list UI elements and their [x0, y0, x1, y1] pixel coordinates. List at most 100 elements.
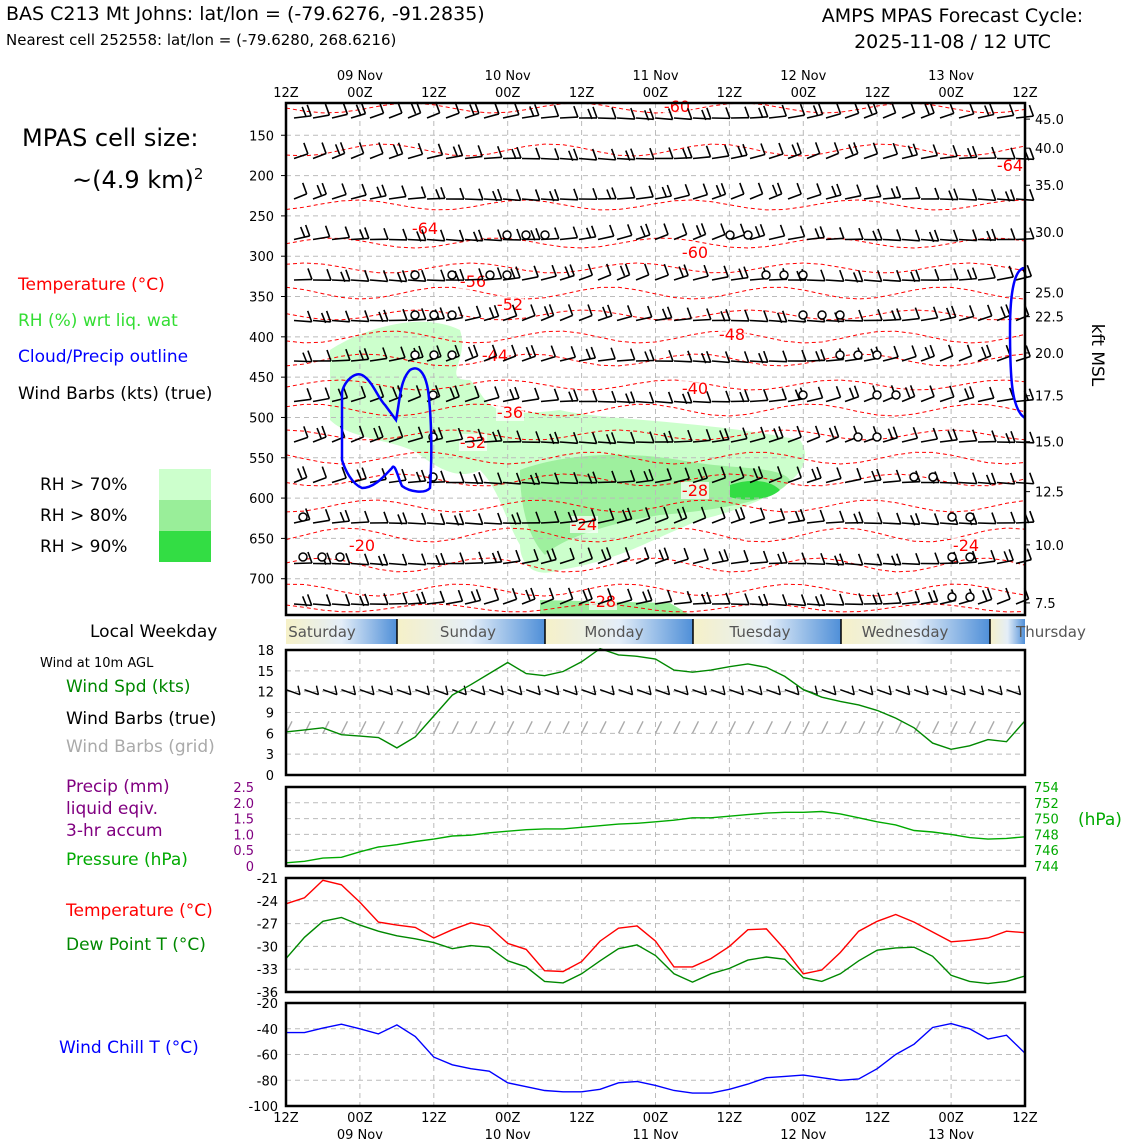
wind-barb-grid [636, 721, 644, 734]
wind-barb-shaft [350, 112, 366, 119]
wind-barb-shaft [901, 317, 920, 322]
wind-barb-feather [858, 309, 864, 322]
wind-barb-shaft [958, 355, 972, 362]
wind-barb-feather [933, 229, 940, 242]
wind-barb-shaft [350, 562, 369, 566]
wind-barb-shaft [521, 114, 539, 119]
wind-barb-grid [1005, 721, 1014, 734]
wind-barb-10m [950, 689, 966, 696]
wind-barb-grid [858, 721, 866, 734]
wind-barb-feather [915, 186, 921, 199]
wind-barb-shaft [350, 436, 364, 443]
wind-barb-feather [649, 431, 655, 443]
wind-barb-10m-feather [334, 685, 338, 695]
calm-wind-marker [872, 390, 882, 400]
temperature-contour-label: -60 [682, 243, 708, 262]
wind-barb-feather [572, 148, 579, 161]
wind-barb-feather [402, 308, 408, 321]
temperature-contour [285, 353, 1026, 367]
temp-tick-label: -27 [257, 918, 278, 933]
calm-wind-marker [429, 310, 439, 320]
temperature-contour [285, 143, 1026, 157]
wind-barb-feather [966, 269, 973, 280]
wind-barb-grid [821, 721, 829, 734]
wind-barb-shaft [939, 522, 958, 526]
wind-barb-shaft [521, 276, 539, 281]
wind-barb-feather [590, 346, 597, 359]
wind-barb-shaft [502, 560, 521, 565]
wind-barb-feather [858, 227, 864, 240]
wind-barb-shaft [825, 194, 842, 200]
weekday-band [990, 619, 1025, 644]
contour-label-bg [459, 273, 487, 290]
wind-barb-feather [397, 142, 404, 155]
wind-barb-shaft [939, 316, 956, 322]
wind-barb-10m-feather [833, 685, 837, 695]
wind-barb-shaft [844, 562, 863, 566]
wind-barb-feather [514, 103, 520, 115]
wind-barb-feather [839, 227, 845, 239]
wind-barb-grid [507, 721, 515, 734]
wind-barb-feather [782, 551, 788, 564]
wind-barb-shaft [996, 398, 1014, 403]
calm-wind-marker [447, 350, 457, 360]
wind-barb-feather [668, 349, 674, 362]
precip-tick-label: 2.5 [233, 781, 254, 796]
wind-barb-feather [440, 186, 446, 199]
wind-barb-feather [511, 148, 517, 160]
wind-barb-feather [477, 229, 484, 242]
wind-barb-shaft [787, 235, 805, 241]
wind-barb-feather [816, 183, 822, 195]
wind-barb-feather [836, 467, 842, 479]
wind-barb-shaft [540, 441, 559, 444]
wind-barb-shaft [920, 112, 935, 119]
wind-barb-shaft [806, 477, 822, 484]
windchill-label: Wind Chill T (°C) [59, 1038, 199, 1058]
wind-barb-shaft [749, 116, 768, 119]
wind-barb-feather [969, 386, 975, 398]
wind-barb-shaft [388, 153, 403, 160]
wind-barb-feather [402, 592, 408, 604]
wind-barb-feather [706, 308, 712, 320]
swatch-rh70 [159, 469, 211, 500]
bottom-hour-tick-label: 00Z [495, 1111, 521, 1126]
wind-barb-shaft [673, 440, 692, 443]
wind-barb-shaft [901, 437, 918, 443]
wind-barb-feather [643, 110, 650, 121]
wind-barb-feather [924, 346, 931, 358]
wind-barb-10m [710, 689, 726, 696]
wind-barb-feather [533, 549, 539, 561]
wind-barb-feather [991, 512, 997, 524]
wind-barb-shaft [312, 235, 330, 241]
wind-barb-feather [990, 472, 997, 485]
wind-barb-feather [607, 588, 613, 600]
wind-barb-shaft [464, 155, 483, 160]
wind-barb-feather [914, 229, 921, 242]
wind-barb-feather [392, 144, 399, 156]
wind-barb-shaft [312, 476, 327, 484]
wind-barb-feather [910, 271, 916, 283]
wind-barb-feather [525, 589, 531, 601]
wind-barb-10m [673, 689, 689, 696]
wind-barb-shaft [749, 518, 765, 524]
wind-barb-feather [591, 148, 598, 161]
wind-barb-shaft [407, 279, 426, 282]
wind-barb-feather [896, 229, 902, 241]
wind-barb-feather [382, 347, 388, 359]
temp-label: Temperature (°C) [66, 901, 213, 921]
wind-barb-feather [836, 183, 842, 196]
wind-barb-feather [663, 263, 670, 276]
altitude-axis-label: kft MSL [1087, 324, 1107, 387]
wind-barbs-grid-group [285, 721, 1014, 734]
wind-barb-feather [990, 189, 997, 201]
wind-barb-feather [1028, 104, 1035, 117]
wind-barb-feather [932, 144, 939, 156]
wind-barb-feather [373, 427, 379, 439]
temperature-contour [285, 499, 1026, 513]
wind-barb-feather [514, 386, 520, 399]
wind-barb-shaft [559, 481, 578, 485]
wind-barb-feather [817, 386, 824, 399]
wind-barb-feather [990, 266, 996, 279]
wind-barb-feather [666, 468, 673, 480]
wind-barb-feather [611, 390, 617, 403]
